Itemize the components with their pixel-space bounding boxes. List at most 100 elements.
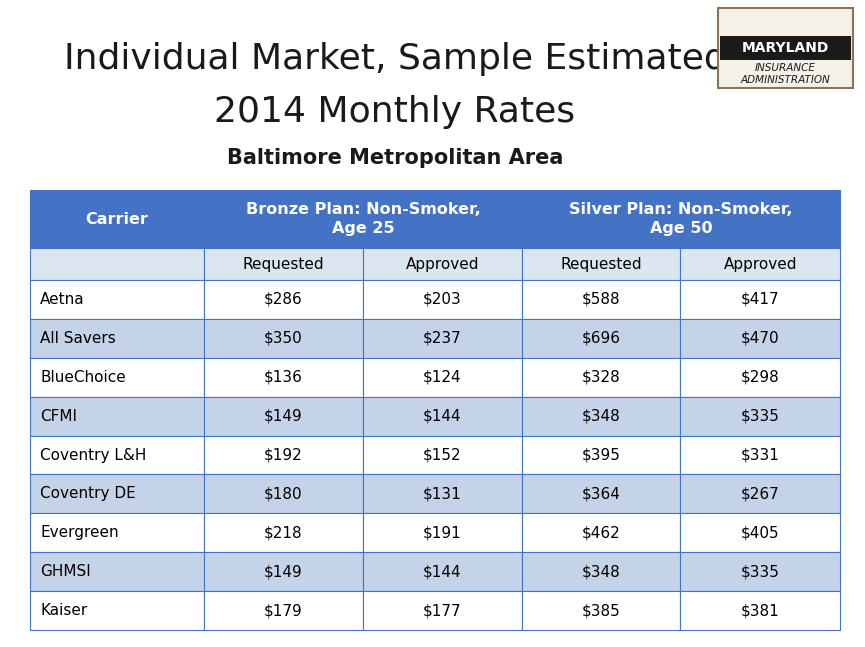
Bar (30, 190, 204, 248)
Text: Carrier: Carrier (86, 212, 149, 226)
Text: $237: $237 (423, 331, 462, 346)
Bar (363, 397, 522, 435)
Text: $470: $470 (741, 331, 779, 346)
Text: $331: $331 (740, 448, 779, 463)
Bar (522, 358, 681, 397)
Text: $203: $203 (423, 292, 462, 307)
Bar (681, 553, 840, 591)
Bar (681, 280, 840, 319)
Text: $218: $218 (264, 525, 303, 540)
Bar (30, 358, 204, 397)
Bar (681, 435, 840, 474)
Bar (681, 248, 840, 280)
Text: $179: $179 (264, 603, 303, 618)
Text: $131: $131 (423, 487, 462, 501)
Text: $267: $267 (740, 487, 779, 501)
Text: $298: $298 (740, 369, 779, 385)
Bar (363, 553, 522, 591)
Bar (681, 513, 840, 553)
Text: Coventry DE: Coventry DE (40, 487, 136, 501)
Text: Aetna: Aetna (40, 292, 85, 307)
Text: $395: $395 (581, 448, 620, 463)
Bar (720, 36, 851, 60)
Bar (204, 591, 363, 630)
Text: $405: $405 (741, 525, 779, 540)
Text: Coventry L&H: Coventry L&H (40, 448, 146, 463)
Text: $335: $335 (740, 564, 779, 579)
Bar (363, 591, 522, 630)
Bar (204, 280, 363, 319)
Bar (522, 397, 681, 435)
Bar (718, 8, 853, 88)
Text: Requested: Requested (243, 256, 324, 272)
Text: $192: $192 (264, 448, 303, 463)
Bar (681, 358, 840, 397)
Bar (30, 553, 204, 591)
Text: GHMSI: GHMSI (40, 564, 91, 579)
Bar (204, 435, 363, 474)
Text: $180: $180 (264, 487, 303, 501)
Text: $385: $385 (581, 603, 620, 618)
Text: $462: $462 (581, 525, 620, 540)
Text: $124: $124 (423, 369, 462, 385)
Bar (681, 319, 840, 358)
Text: $286: $286 (264, 292, 303, 307)
Text: $335: $335 (740, 409, 779, 424)
Bar (522, 248, 681, 280)
Bar (30, 319, 204, 358)
Bar (204, 553, 363, 591)
Text: $417: $417 (741, 292, 779, 307)
Text: Requested: Requested (561, 256, 642, 272)
Bar (204, 358, 363, 397)
Bar (363, 513, 522, 553)
Bar (363, 358, 522, 397)
Text: ADMINISTRATION: ADMINISTRATION (740, 75, 830, 85)
Text: $364: $364 (581, 487, 620, 501)
Text: Evergreen: Evergreen (40, 525, 119, 540)
Text: $136: $136 (264, 369, 303, 385)
Text: $144: $144 (423, 564, 462, 579)
Text: 2014 Monthly Rates: 2014 Monthly Rates (215, 95, 575, 129)
Bar (204, 513, 363, 553)
Bar (204, 319, 363, 358)
Text: $588: $588 (582, 292, 620, 307)
Bar (522, 280, 681, 319)
Text: BlueChoice: BlueChoice (40, 369, 125, 385)
Bar (363, 319, 522, 358)
Bar (522, 435, 681, 474)
Bar (681, 474, 840, 513)
Text: Approved: Approved (406, 256, 479, 272)
Text: $191: $191 (423, 525, 462, 540)
Text: $144: $144 (423, 409, 462, 424)
Text: $381: $381 (740, 603, 779, 618)
Text: $177: $177 (423, 603, 462, 618)
Bar (30, 280, 204, 319)
Bar (30, 474, 204, 513)
Bar (522, 190, 840, 248)
Bar (30, 435, 204, 474)
Text: Individual Market, Sample Estimated: Individual Market, Sample Estimated (64, 42, 727, 76)
Text: $350: $350 (264, 331, 303, 346)
Text: $152: $152 (423, 448, 462, 463)
Bar (522, 474, 681, 513)
Text: $149: $149 (264, 564, 303, 579)
Bar (522, 513, 681, 553)
Text: All Savers: All Savers (40, 331, 116, 346)
Bar (204, 397, 363, 435)
Text: MARYLAND: MARYLAND (742, 41, 830, 55)
Bar (522, 553, 681, 591)
Text: $696: $696 (581, 331, 620, 346)
Text: Approved: Approved (723, 256, 797, 272)
Text: $149: $149 (264, 409, 303, 424)
Bar (363, 248, 522, 280)
Text: $348: $348 (581, 564, 620, 579)
Bar (30, 591, 204, 630)
Bar (30, 513, 204, 553)
Text: CFMI: CFMI (40, 409, 77, 424)
Bar (204, 474, 363, 513)
Text: Silver Plan: Non-Smoker,
Age 50: Silver Plan: Non-Smoker, Age 50 (569, 203, 792, 236)
Bar (522, 591, 681, 630)
Bar (204, 248, 363, 280)
Bar (204, 190, 522, 248)
Text: INSURANCE: INSURANCE (755, 63, 816, 73)
